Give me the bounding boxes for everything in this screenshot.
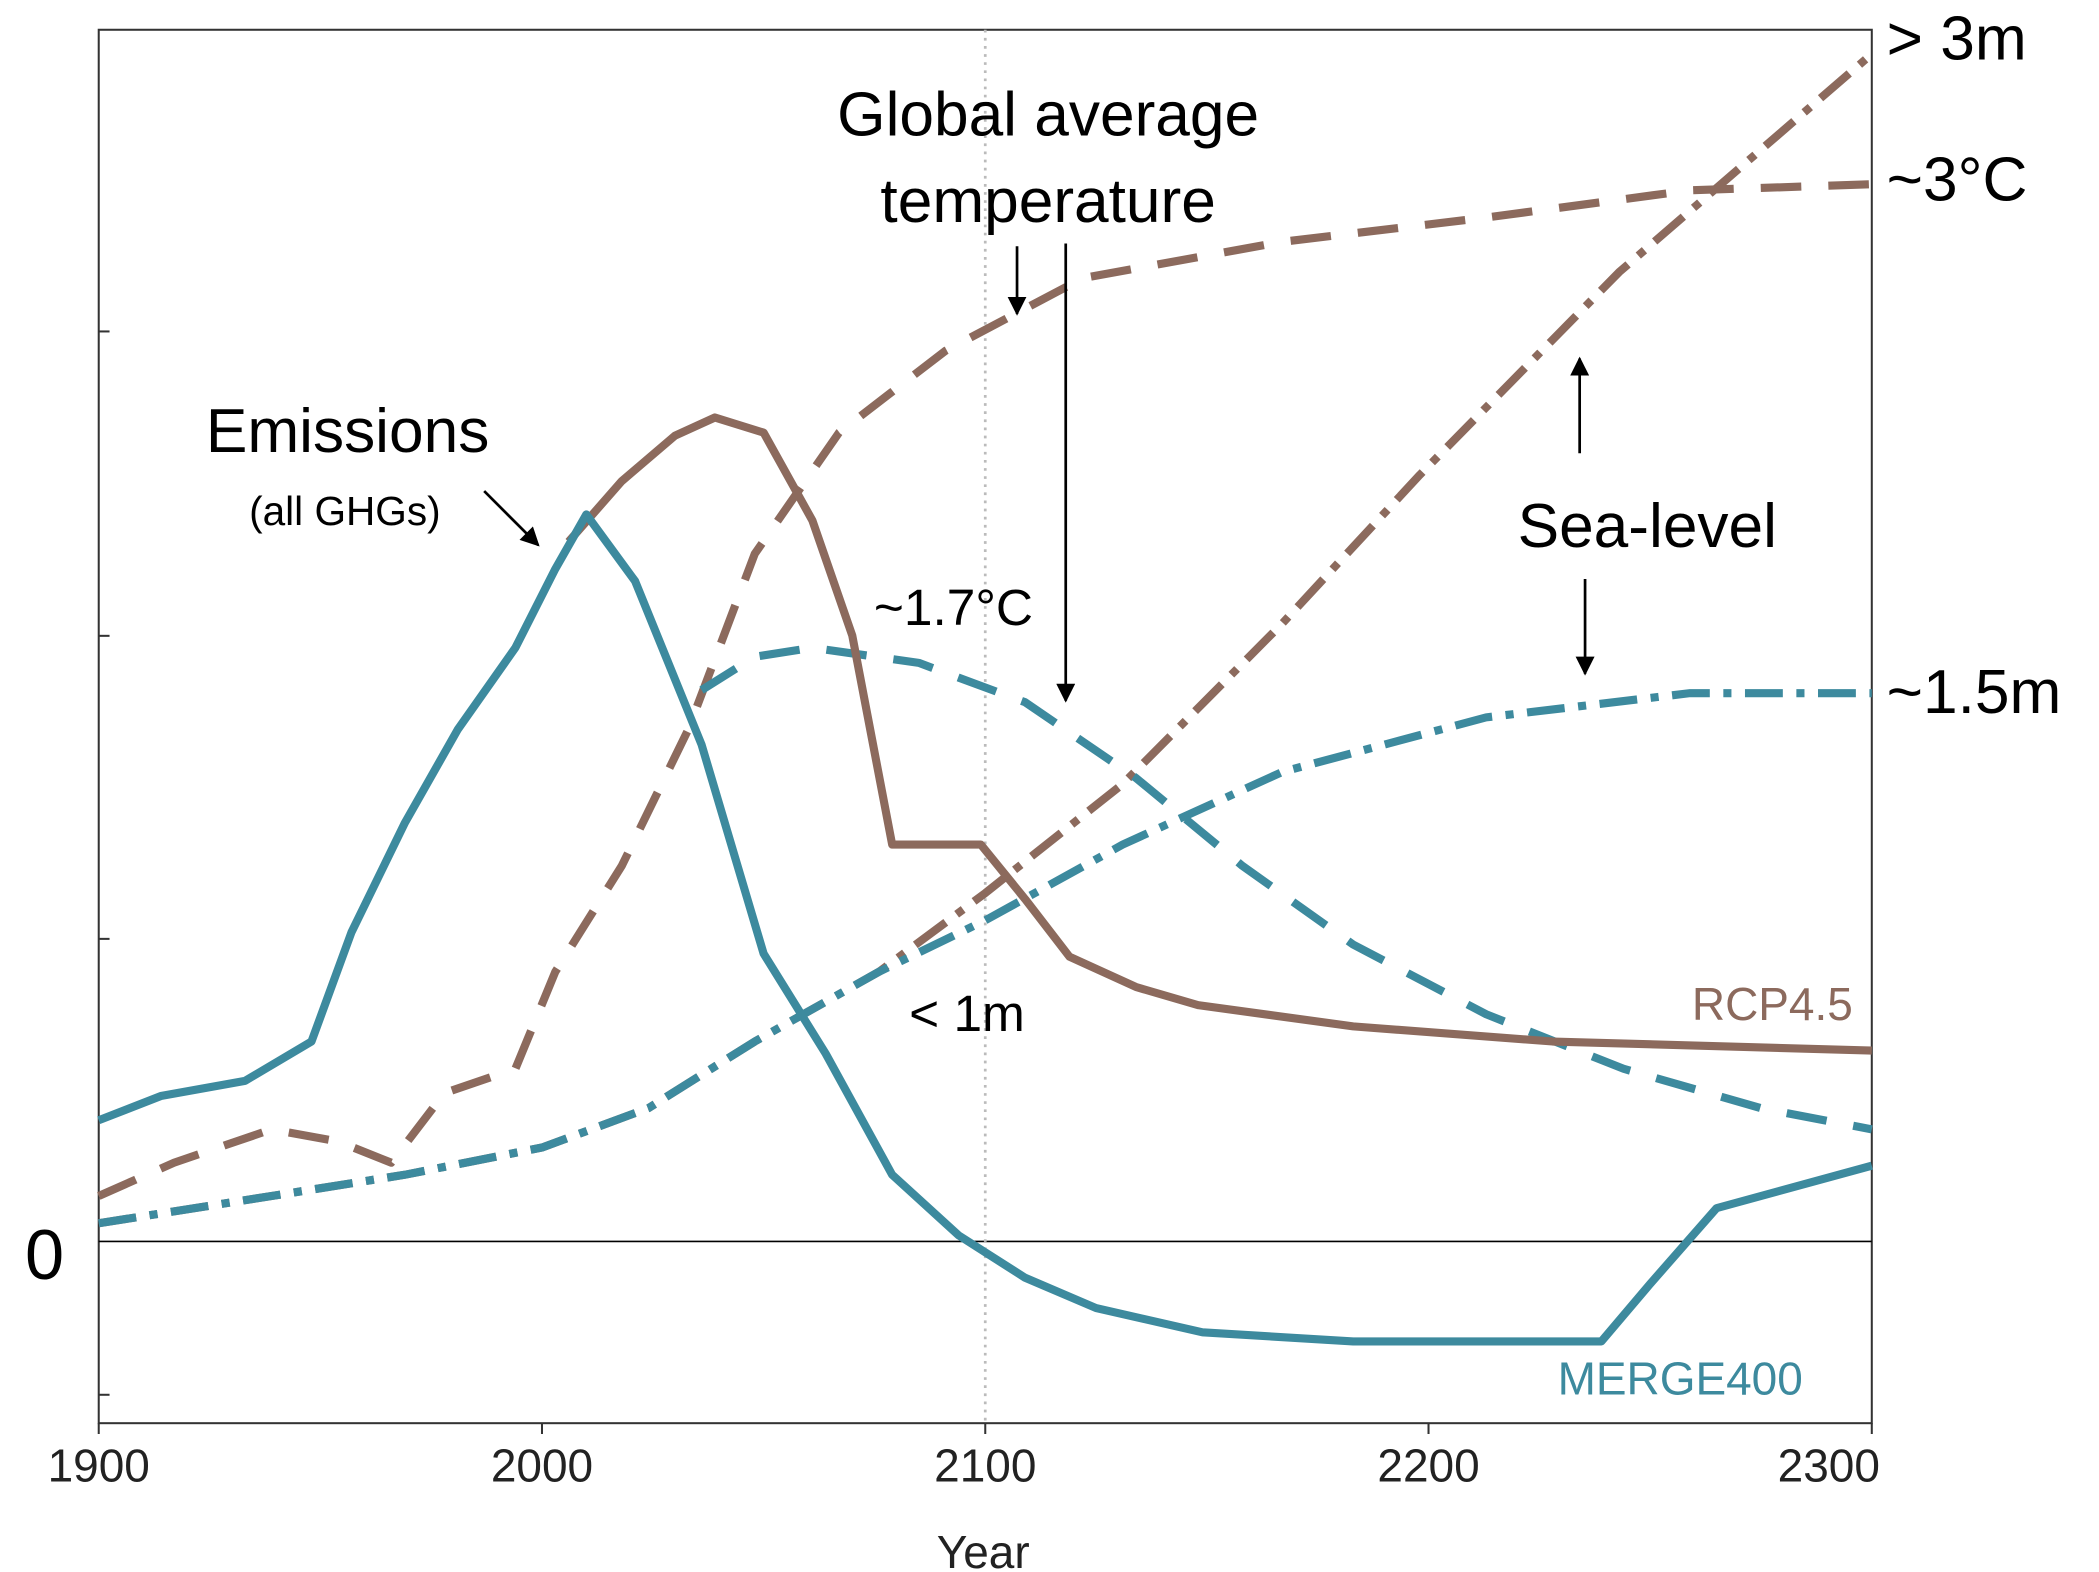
annotation: ~1.7°C — [874, 578, 1033, 636]
x-tick-label: 1900 — [48, 1439, 150, 1491]
annotation: Global average — [837, 80, 1259, 149]
annotation: temperature — [880, 167, 1215, 236]
plot-frame — [97, 28, 1873, 1425]
y-tick-label: 0 — [25, 1215, 64, 1294]
x-tick-label: 2000 — [491, 1439, 593, 1491]
series-line — [699, 643, 1873, 1134]
series-line — [98, 689, 1872, 1228]
annotation: ~1.5m — [1887, 658, 2062, 727]
x-tick-label: 2300 — [1778, 1439, 1880, 1491]
annotation: < 1m — [909, 984, 1025, 1042]
plot-area — [97, 29, 1875, 1424]
x-tick-label: 2100 — [934, 1439, 1036, 1491]
series-line — [565, 413, 1872, 1055]
annotation: Emissions — [206, 397, 489, 466]
series-line — [97, 180, 1872, 1200]
x-tick-label: 2200 — [1377, 1439, 1479, 1491]
minor-y-ticks — [98, 330, 110, 1396]
x-axis-label: Year — [937, 1526, 1030, 1572]
annotation: MERGE400 — [1558, 1353, 1803, 1405]
annotation: (all GHGs) — [249, 488, 441, 534]
arrows — [483, 243, 1595, 703]
annotation: Sea-level — [1518, 492, 1777, 561]
annotation: > 3m — [1887, 5, 2027, 74]
annotation: ~3°C — [1887, 145, 2028, 214]
series-line — [97, 510, 1873, 1346]
annotation: RCP4.5 — [1692, 978, 1853, 1030]
